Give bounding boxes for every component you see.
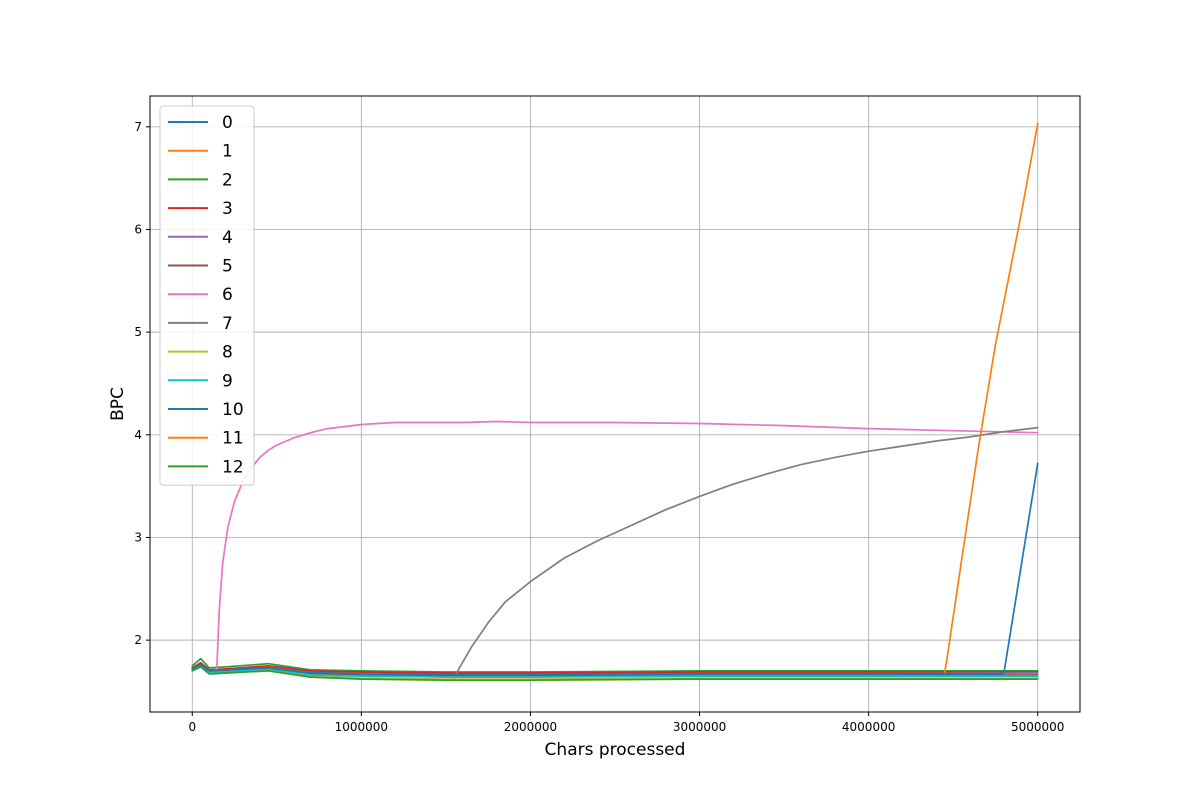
legend-label: 0 [222,113,233,133]
x-tick-label: 5000000 [1011,720,1064,734]
series-line-10 [191,462,1039,676]
series-line-9 [191,664,1039,678]
x-tick-label: 2000000 [504,720,557,734]
x-tick-label: 1000000 [335,720,388,734]
legend-label: 3 [222,199,233,219]
legend-label: 1 [222,142,233,162]
series-lines [191,122,1039,682]
legend-label: 5 [222,257,233,277]
x-tick-label: 0 [188,720,196,734]
series-line-6 [191,420,1039,673]
legend-label: 4 [222,228,233,248]
y-tick-label: 6 [134,222,142,236]
x-axis-label: Chars processed [545,740,686,760]
series-line-3 [191,661,1039,674]
legend-label: 11 [222,429,244,449]
y-tick-label: 2 [134,633,142,647]
series-line-12 [191,665,1039,682]
legend-label: 2 [222,170,233,190]
y-tick-label: 5 [134,325,142,339]
x-tick-label: 4000000 [842,720,895,734]
y-axis-label: BPC [108,387,128,421]
y-tick-label: 3 [134,530,142,544]
legend-label: 6 [222,285,233,305]
legend-box [159,105,255,486]
axis-ticks: 0 1000000 2000000 3000000 4000000 5000000 2 3 4 5… [134,120,1064,734]
y-tick-label: 4 [134,428,142,442]
legend-label: 8 [222,343,233,363]
legend-label: 12 [222,457,244,477]
legend-label: 9 [222,371,233,391]
y-tick-label: 7 [134,120,142,134]
legend-label: 10 [222,400,244,420]
series-line-2 [191,657,1039,673]
series-line-11 [943,122,1039,673]
legend-label: 7 [222,314,233,334]
x-tick-label: 3000000 [673,720,726,734]
series-line-7 [453,426,1039,679]
plot-frame [149,95,1081,713]
